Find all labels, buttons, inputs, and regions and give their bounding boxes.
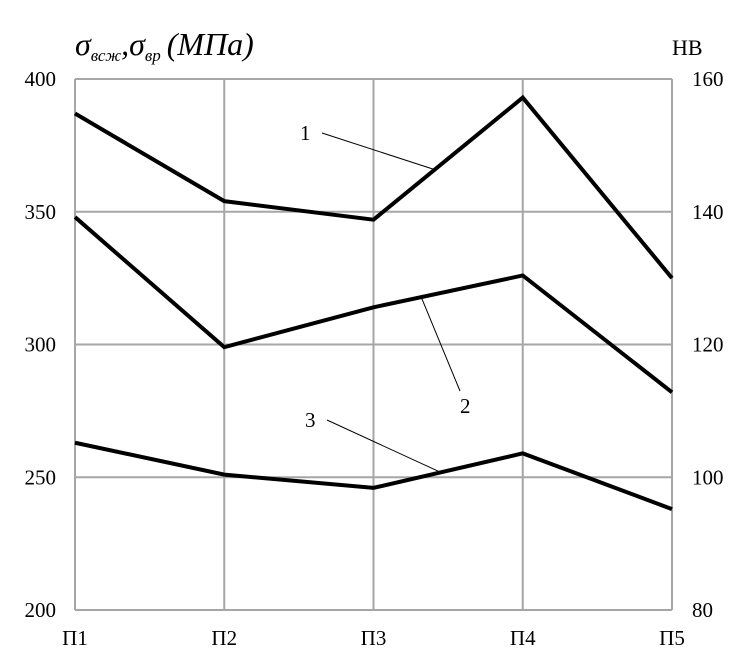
sigma-symbol-2: σ <box>129 26 146 62</box>
subscript-2: вр <box>145 46 161 65</box>
leader-line-1 <box>321 132 435 171</box>
series-label-2: 2 <box>460 394 471 418</box>
x-tick-label: П2 <box>211 626 237 650</box>
axes <box>74 79 673 611</box>
y-right-ticks: 80 100 120 140 160 <box>692 67 724 622</box>
comma: , <box>121 26 129 62</box>
y-right-tick-label: 80 <box>692 598 713 622</box>
y-right-tick-label: 160 <box>692 67 724 91</box>
subscript-1: всж <box>91 46 121 65</box>
series-line-2 <box>73 215 674 394</box>
y-right-tick-label: 100 <box>692 465 724 489</box>
y-left-ticks: 200 250 300 350 400 <box>25 67 57 622</box>
y-left-tick-label: 300 <box>25 333 57 357</box>
sigma-symbol: σ <box>75 26 92 62</box>
x-tick-label: П5 <box>659 626 685 650</box>
series-group <box>73 94 674 511</box>
label-leaders: 1 2 3 <box>300 121 471 473</box>
series-line-3 <box>74 440 673 511</box>
grid <box>74 78 673 611</box>
y-right-axis-title: HB <box>672 35 703 60</box>
series-label-3: 3 <box>305 408 316 432</box>
series-line-1 <box>73 94 674 280</box>
y-left-tick-label: 250 <box>25 465 57 489</box>
x-tick-label: П3 <box>361 626 387 650</box>
x-ticks: П1 П2 П3 П4 П5 <box>62 626 685 650</box>
y-left-tick-label: 400 <box>25 67 57 91</box>
y-right-tick-label: 140 <box>692 200 724 224</box>
y-left-axis-title: σвсж,σвр (МПа) <box>75 26 254 65</box>
series-label-1: 1 <box>300 121 311 145</box>
y-left-tick-label: 200 <box>25 598 57 622</box>
x-tick-label: П4 <box>510 626 536 650</box>
leader-line-2 <box>420 296 461 392</box>
x-tick-label: П1 <box>62 626 88 650</box>
y-left-tick-label: 350 <box>25 200 57 224</box>
unit: (МПа) <box>167 26 254 62</box>
y-right-tick-label: 120 <box>692 333 724 357</box>
leader-line-3 <box>326 419 441 473</box>
